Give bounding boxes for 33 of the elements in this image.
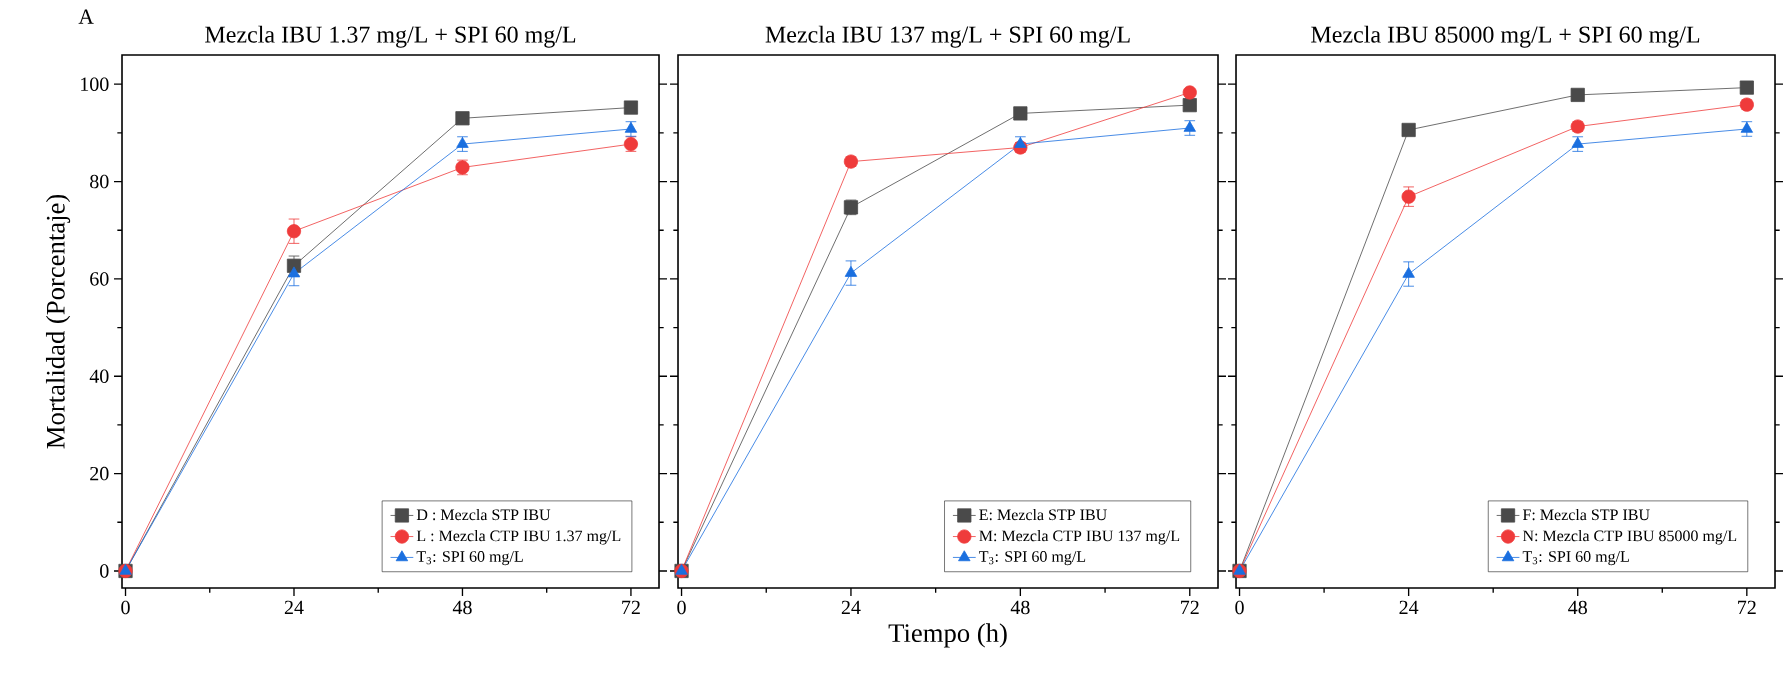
chart-title: Mezcla IBU 137 mg/L + SPI 60 mg/L [765, 25, 1130, 48]
x-tick-label: 72 [1738, 600, 1756, 614]
legend-label: D : Mezcla STP IBU [416, 508, 551, 521]
chart-title: Mezcla IBU 85000 mg/L + SPI 60 mg/L [1311, 25, 1700, 48]
legend-label: T$_{3}$: SPI 60 mg/L [416, 551, 523, 566]
legend-label: F: Mezcla STP IBU [1522, 508, 1650, 521]
y-tick-label: 80 [90, 174, 109, 189]
x-tick-label: 24 [284, 600, 304, 614]
x-tick-label: 72 [622, 600, 640, 614]
legend-label: M: Mezcla CTP IBU 137 mg/L [979, 530, 1180, 545]
x-axis-title: Tiempo (h) [888, 623, 1007, 648]
y-tick-label: 0 [100, 564, 109, 578]
y-tick-label: 20 [90, 466, 109, 481]
x-tick-label: 24 [841, 600, 861, 614]
x-tick-label: 0 [677, 600, 686, 615]
legend-label: E: Mezcla STP IBU [979, 508, 1107, 521]
x-tick-label: 0 [121, 600, 130, 615]
y-tick-label: 100 [81, 77, 109, 91]
x-tick-label: 72 [1181, 600, 1199, 614]
legend-label: T$_{3}$: SPI 60 mg/L [1522, 551, 1629, 566]
x-tick-label: 48 [452, 600, 472, 615]
legend-label: T$_{3}$: SPI 60 mg/L [979, 551, 1086, 566]
text: A [78, 9, 94, 24]
legend-label: N: Mezcla CTP IBU 85000 mg/L [1522, 530, 1737, 545]
x-tick-label: 24 [1399, 600, 1419, 614]
y-tick-label: 40 [89, 369, 109, 383]
x-tick-label: 0 [1235, 600, 1244, 615]
x-tick-label: 48 [1568, 600, 1587, 615]
y-axis-title: Mortalidad (Porcentaje) [45, 194, 71, 449]
y-tick-label: 60 [90, 272, 109, 286]
legend-label: L : Mezcla CTP IBU 1.37 mg/L [416, 530, 621, 545]
x-tick-label: 48 [1010, 600, 1030, 615]
chart-title: Mezcla IBU 1.37 mg/L + SPI 60 mg/L [205, 25, 576, 48]
